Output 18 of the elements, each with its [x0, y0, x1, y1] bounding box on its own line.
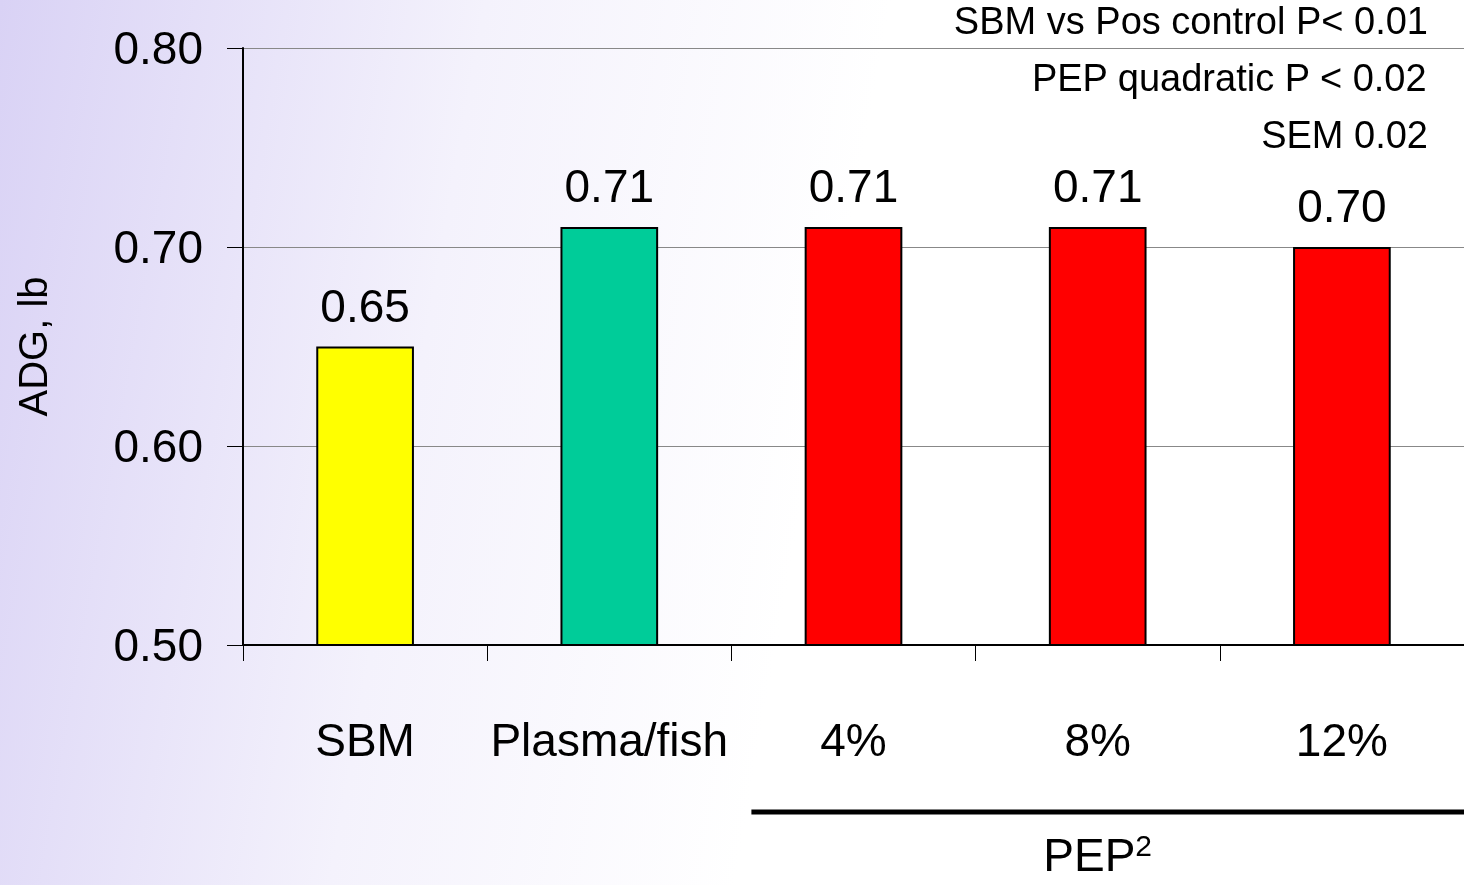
y-axis-title: ADG, lb [11, 276, 55, 417]
y-tick-label: 0.50 [113, 619, 203, 671]
x-tick-label: 12% [1295, 714, 1388, 766]
y-tick-label: 0.60 [113, 420, 203, 472]
y-tick-label: 0.80 [113, 22, 203, 74]
x-tick-label: 4% [820, 714, 887, 766]
data-label: 0.71 [808, 160, 899, 213]
data-label: 0.65 [320, 279, 410, 332]
data-label: 0.70 [1297, 180, 1387, 232]
y-tick-label: 0.70 [113, 221, 203, 273]
data-label: 0.71 [564, 160, 655, 213]
annotation: SEM 0.02 [1261, 114, 1429, 156]
annotation: PEP quadratic P < 0.02 [1031, 57, 1427, 99]
data-label: 0.71 [1052, 160, 1143, 213]
x-tick-label: Plasma/fish [490, 714, 729, 766]
x-tick-label: SBM [315, 714, 415, 766]
x-tick-label: 8% [1064, 714, 1131, 766]
text: SBM vs Pos control P< 0.01 [953, 0, 1429, 42]
